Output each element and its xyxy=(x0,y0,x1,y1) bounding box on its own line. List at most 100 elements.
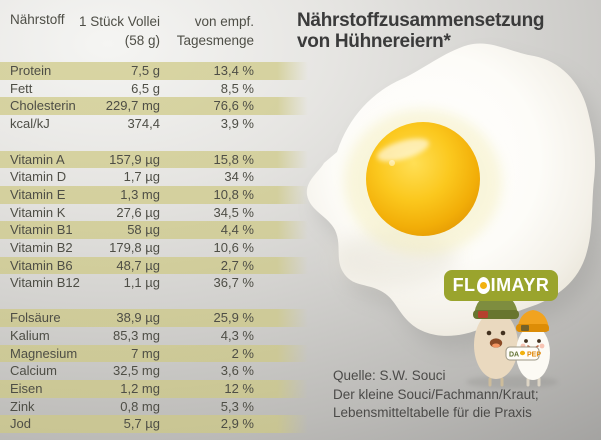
row-value: 27,6 µg xyxy=(116,204,160,220)
table-row: Protein 7,5 g 13,4 % xyxy=(0,62,308,80)
header-daily: von empf. Tagesmenge xyxy=(0,12,254,50)
badge-text-left: DA xyxy=(509,352,519,359)
table-row: Vitamin B1 58 µg 4,4 % xyxy=(0,221,308,239)
source-line1: Quelle: S.W. Souci xyxy=(333,368,446,383)
badge-text-right: PEP xyxy=(527,352,541,359)
row-label: kcal/kJ xyxy=(10,115,50,131)
row-percent: 10,8 % xyxy=(213,186,254,202)
row-percent: 36,7 % xyxy=(213,275,254,291)
yolk-highlight xyxy=(376,138,430,162)
table-row: Calcium 32,5 mg 3,6 % xyxy=(0,362,308,380)
row-percent: 2 % xyxy=(231,345,254,361)
row-value: 48,7 µg xyxy=(116,257,160,273)
row-value: 32,5 mg xyxy=(113,363,160,379)
row-label: Magnesium xyxy=(10,345,78,361)
row-label: Protein xyxy=(10,63,52,78)
row-label: Vitamin B2 xyxy=(10,239,73,255)
row-percent: 13,4 % xyxy=(213,63,254,78)
header-nutrient: Nährstoff xyxy=(10,12,65,27)
row-percent: 12 % xyxy=(224,381,254,396)
table-row: Jod 5,7 µg 2,9 % xyxy=(0,415,308,433)
row-value: 374,4 xyxy=(127,115,160,131)
row-label: Zink xyxy=(10,398,35,414)
floimayr-logo: FL IMAYR xyxy=(444,270,558,301)
mascot-large-legs xyxy=(488,377,504,387)
row-percent: 2,7 % xyxy=(220,257,254,273)
row-percent: 34,5 % xyxy=(213,204,254,220)
row-label: Vitamin E xyxy=(10,186,66,202)
row-label: Vitamin B6 xyxy=(10,257,73,273)
row-value: 7,5 g xyxy=(131,63,160,78)
header-amount-line2: (58 g) xyxy=(124,33,160,48)
logo-text-part2: IMAYR xyxy=(490,275,550,295)
row-value: 6,5 g xyxy=(131,80,160,96)
row-percent: 3,6 % xyxy=(220,363,254,379)
table-row: Vitamin A 157,9 µg 15,8 % xyxy=(0,150,308,169)
row-percent: 4,3 % xyxy=(220,328,254,344)
row-value: 1,1 µg xyxy=(123,275,160,291)
row-percent: 4,4 % xyxy=(220,222,254,238)
table-row: Folsäure 38,9 µg 25,9 % xyxy=(0,309,308,328)
header-amount: 1 Stück Vollei (58 g) xyxy=(0,12,160,50)
row-value: 5,7 µg xyxy=(123,416,160,432)
row-percent: 76,6 % xyxy=(213,98,254,114)
header-daily-line1: von empf. xyxy=(194,14,254,29)
row-percent: 3,9 % xyxy=(220,115,254,131)
source-line2: Der kleine Souci/Fachmann/Kraut; xyxy=(333,386,539,402)
mascot-large-eye-right xyxy=(500,330,506,336)
row-value: 1,2 mg xyxy=(120,381,160,396)
source-citation: Quelle: S.W. Souci Der kleine Souci/Fach… xyxy=(333,367,539,423)
row-label: Vitamin B12 xyxy=(10,275,80,291)
row-value: 1,3 mg xyxy=(120,186,160,202)
table-row: Vitamin K 27,6 µg 34,5 % xyxy=(0,204,308,222)
row-value: 58 µg xyxy=(127,222,160,238)
table-row: Eisen 1,2 mg 12 % xyxy=(0,380,308,398)
mascot-egg-large xyxy=(473,293,519,387)
row-value: 7 mg xyxy=(131,345,160,361)
mascot-large-beanie-tag xyxy=(478,311,488,318)
row-label: Folsäure xyxy=(10,310,61,326)
page-title-line1: Nährstoffzusammensetzung xyxy=(297,10,545,31)
logo-egg-o-icon xyxy=(476,277,490,294)
mascot-small-eye-right xyxy=(537,339,541,343)
row-label: Cholesterin xyxy=(10,98,76,114)
table-row: Vitamin B2 179,8 µg 10,6 % xyxy=(0,239,308,257)
row-percent: 34 % xyxy=(224,169,254,185)
row-label: Vitamin A xyxy=(10,151,65,167)
table-row: kcal/kJ 374,4 3,9 % xyxy=(0,115,308,133)
source-line3: Lebensmitteltabelle für die Praxis xyxy=(333,405,532,420)
row-value: 179,8 µg xyxy=(109,239,160,255)
badge-yolk-icon xyxy=(519,350,526,356)
row-percent: 5,3 % xyxy=(220,398,254,414)
header-amount-line1: 1 Stück Vollei xyxy=(78,14,160,29)
table-row: Magnesium 7 mg 2 % xyxy=(0,344,308,363)
row-label: Vitamin K xyxy=(10,204,66,220)
row-value: 38,9 µg xyxy=(116,310,160,326)
row-label: Vitamin B1 xyxy=(10,222,73,238)
yolk-highlight-dot xyxy=(389,160,395,166)
mascot-small-cheek-right xyxy=(539,343,545,349)
row-percent: 25,9 % xyxy=(213,310,254,326)
mascot-small-legs xyxy=(526,377,541,387)
mascot-small-beanie-band xyxy=(516,324,549,332)
page-title-line2: von Hühnereiern* xyxy=(297,30,451,52)
row-value: 157,9 µg xyxy=(109,151,160,167)
row-value: 229,7 mg xyxy=(105,98,160,114)
row-label: Fett xyxy=(10,80,33,96)
row-value: 85,3 mg xyxy=(113,328,160,344)
mascot-small-eye-left xyxy=(524,339,528,343)
mascot-large-eye-left xyxy=(486,330,492,336)
mascot-large-tongue xyxy=(492,343,500,348)
row-value: 0,8 mg xyxy=(120,398,160,414)
table-row: Vitamin B12 1,1 µg 36,7 % xyxy=(0,274,308,292)
row-label: Eisen xyxy=(10,381,43,396)
row-label: Jod xyxy=(10,416,31,432)
table-row: Fett 6,5 g 8,5 % xyxy=(0,80,308,98)
row-label: Calcium xyxy=(10,363,57,379)
table-row: Vitamin E 1,3 mg 10,8 % xyxy=(0,185,308,204)
row-percent: 10,6 % xyxy=(213,239,254,255)
page-title: Nährstoffzusammensetzung von Hühnereiern… xyxy=(297,10,545,52)
row-percent: 15,8 % xyxy=(213,151,254,167)
